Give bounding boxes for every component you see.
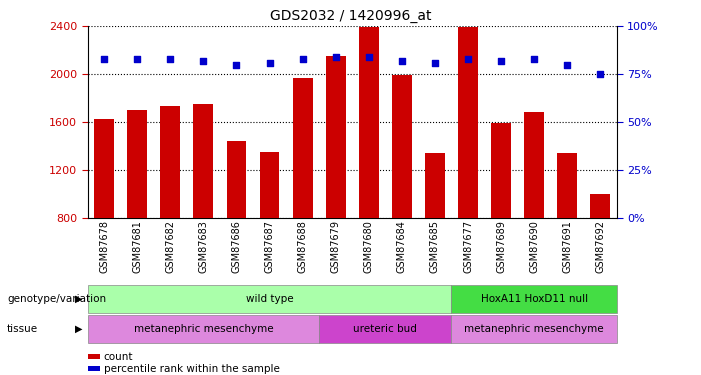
Point xyxy=(429,60,440,66)
Point xyxy=(132,56,143,62)
Bar xyxy=(293,78,313,218)
Bar xyxy=(319,315,451,343)
Text: metanephric mesenchyme: metanephric mesenchyme xyxy=(464,324,604,334)
Point xyxy=(496,58,507,64)
Text: ▶: ▶ xyxy=(74,324,82,334)
Text: HoxA11 HoxD11 null: HoxA11 HoxD11 null xyxy=(481,294,587,304)
Bar xyxy=(94,120,114,218)
Bar xyxy=(359,27,379,218)
Bar xyxy=(226,141,247,218)
Text: metanephric mesenchyme: metanephric mesenchyme xyxy=(134,324,273,334)
Point xyxy=(231,62,242,68)
Text: genotype/variation: genotype/variation xyxy=(7,294,106,304)
Text: tissue: tissue xyxy=(7,324,38,334)
Point xyxy=(264,60,275,66)
Point xyxy=(330,54,341,60)
Bar xyxy=(590,194,611,217)
Bar xyxy=(392,75,411,217)
Bar xyxy=(193,104,213,218)
Bar xyxy=(259,152,280,217)
Bar xyxy=(557,153,577,218)
Point xyxy=(198,58,209,64)
Bar xyxy=(88,285,451,313)
Point xyxy=(297,56,308,62)
Bar xyxy=(425,153,445,218)
Bar xyxy=(458,27,478,218)
Bar xyxy=(326,56,346,217)
Point xyxy=(594,71,606,77)
Point xyxy=(396,58,407,64)
Bar xyxy=(491,123,511,218)
Bar xyxy=(128,110,147,218)
Point xyxy=(363,54,374,60)
Point xyxy=(529,56,540,62)
Bar xyxy=(88,315,319,343)
Bar xyxy=(524,112,544,218)
Text: ▶: ▶ xyxy=(74,294,82,304)
Bar xyxy=(161,106,180,218)
Bar xyxy=(451,285,617,313)
Text: GDS2032 / 1420996_at: GDS2032 / 1420996_at xyxy=(270,9,431,23)
Text: percentile rank within the sample: percentile rank within the sample xyxy=(104,364,280,374)
Point xyxy=(165,56,176,62)
Text: wild type: wild type xyxy=(246,294,294,304)
Point xyxy=(562,62,573,68)
Text: count: count xyxy=(104,352,133,362)
Text: ureteric bud: ureteric bud xyxy=(353,324,417,334)
Point xyxy=(99,56,110,62)
Bar xyxy=(451,315,617,343)
Point xyxy=(463,56,474,62)
